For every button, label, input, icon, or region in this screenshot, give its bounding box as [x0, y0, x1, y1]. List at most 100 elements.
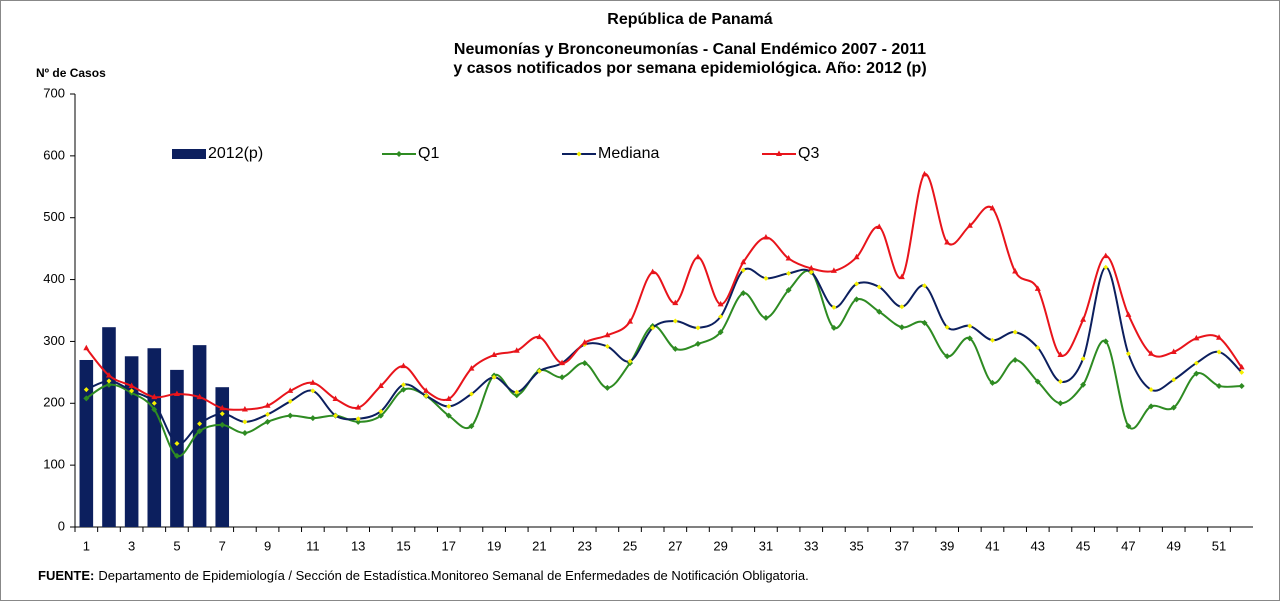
point [400, 386, 407, 393]
point [309, 379, 316, 385]
point [1238, 363, 1245, 370]
point [513, 392, 520, 399]
point [173, 390, 180, 397]
x-tick-label: 45 [1076, 538, 1090, 553]
point [1012, 356, 1019, 363]
point [287, 398, 293, 404]
point [922, 283, 928, 289]
x-tick-label: 11 [306, 538, 320, 553]
point [377, 382, 384, 388]
point [1102, 252, 1109, 259]
x-tick-label: 39 [940, 538, 954, 553]
point [627, 318, 634, 324]
x-tick-label: 19 [487, 538, 501, 553]
x-tick-label: 7 [219, 538, 226, 553]
point [83, 395, 90, 402]
point [876, 284, 882, 290]
y-axis-label: Nº de Casos [36, 66, 106, 80]
point [1080, 316, 1087, 322]
point [1216, 334, 1223, 340]
y-tick-label: 100 [43, 457, 65, 472]
point [1125, 351, 1131, 357]
point [854, 281, 860, 287]
point [1103, 264, 1109, 270]
point [1171, 377, 1177, 383]
legend-marker [396, 151, 402, 157]
point [1193, 360, 1199, 366]
source-text: Departamento de Epidemiología / Sección … [98, 568, 808, 583]
point [536, 333, 543, 340]
point [1034, 378, 1041, 385]
x-tick-label: 33 [804, 538, 818, 553]
point [785, 287, 792, 294]
point [536, 368, 542, 374]
x-tick-label: 1 [83, 538, 90, 553]
point [1238, 382, 1245, 389]
point [196, 393, 203, 400]
point [1239, 369, 1245, 375]
point [491, 374, 497, 380]
legend-label: Q3 [798, 145, 819, 162]
x-tick-label: 37 [895, 538, 909, 553]
point [513, 347, 520, 353]
point [400, 362, 407, 369]
point [1080, 381, 1087, 388]
point [762, 314, 769, 321]
point [921, 170, 928, 177]
point [468, 423, 475, 430]
x-tick-label: 15 [396, 538, 410, 553]
point [83, 344, 90, 351]
point [672, 299, 679, 306]
point [1148, 403, 1155, 410]
point [423, 387, 430, 393]
point [740, 258, 747, 265]
bar [124, 356, 139, 527]
x-tick-label: 47 [1121, 538, 1135, 553]
legend-marker [776, 150, 782, 156]
x-tick-label: 13 [351, 538, 365, 553]
point [377, 412, 384, 419]
point [604, 343, 610, 349]
point [1102, 338, 1109, 345]
point [899, 304, 905, 310]
point [1148, 387, 1154, 393]
bar [147, 348, 162, 527]
x-tick-label: 27 [668, 538, 682, 553]
point [265, 411, 271, 417]
point [1034, 285, 1041, 291]
point [717, 300, 724, 307]
x-tick-label: 41 [985, 538, 999, 553]
source-label: FUENTE: [38, 568, 94, 583]
point [740, 267, 746, 273]
point [1170, 404, 1177, 411]
point [105, 381, 112, 388]
point [445, 395, 452, 401]
point [468, 365, 475, 371]
point [151, 393, 158, 400]
x-tick-label: 21 [532, 538, 546, 553]
point [219, 404, 226, 411]
bar [192, 345, 207, 527]
point [129, 388, 135, 394]
bar [170, 369, 184, 527]
point [174, 440, 180, 446]
point [1057, 351, 1064, 358]
point [446, 403, 452, 409]
point [445, 412, 452, 419]
point [1012, 329, 1018, 335]
point [173, 452, 180, 459]
point [944, 238, 951, 245]
point [1057, 400, 1064, 407]
x-tick-label: 5 [173, 538, 180, 553]
point [898, 273, 905, 280]
legend-marker [576, 151, 582, 157]
point [808, 269, 814, 275]
point [355, 416, 361, 422]
x-tick-label: 43 [1031, 538, 1045, 553]
point [514, 389, 520, 395]
point [672, 318, 678, 324]
point [264, 418, 271, 425]
point [1216, 382, 1223, 389]
point [989, 204, 996, 211]
